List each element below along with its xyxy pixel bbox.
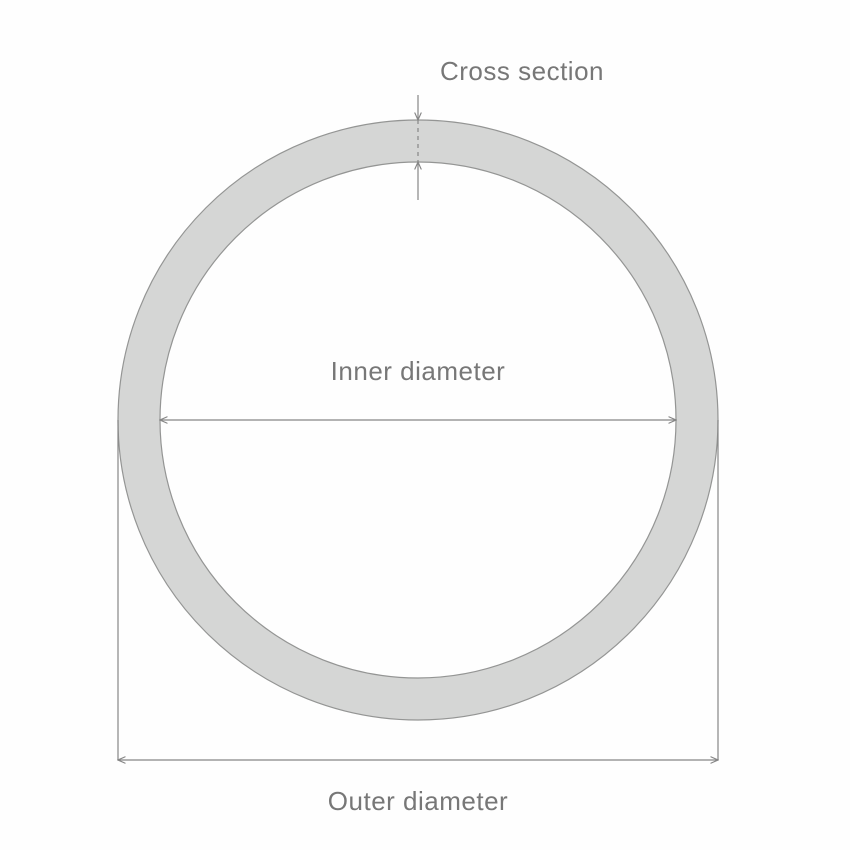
outer-diameter-label: Outer diameter (328, 786, 508, 816)
cross-section-label: Cross section (440, 56, 604, 86)
inner-diameter-label: Inner diameter (331, 356, 506, 386)
ring-diagram: Cross section Inner diameter Outer diame… (0, 0, 850, 850)
